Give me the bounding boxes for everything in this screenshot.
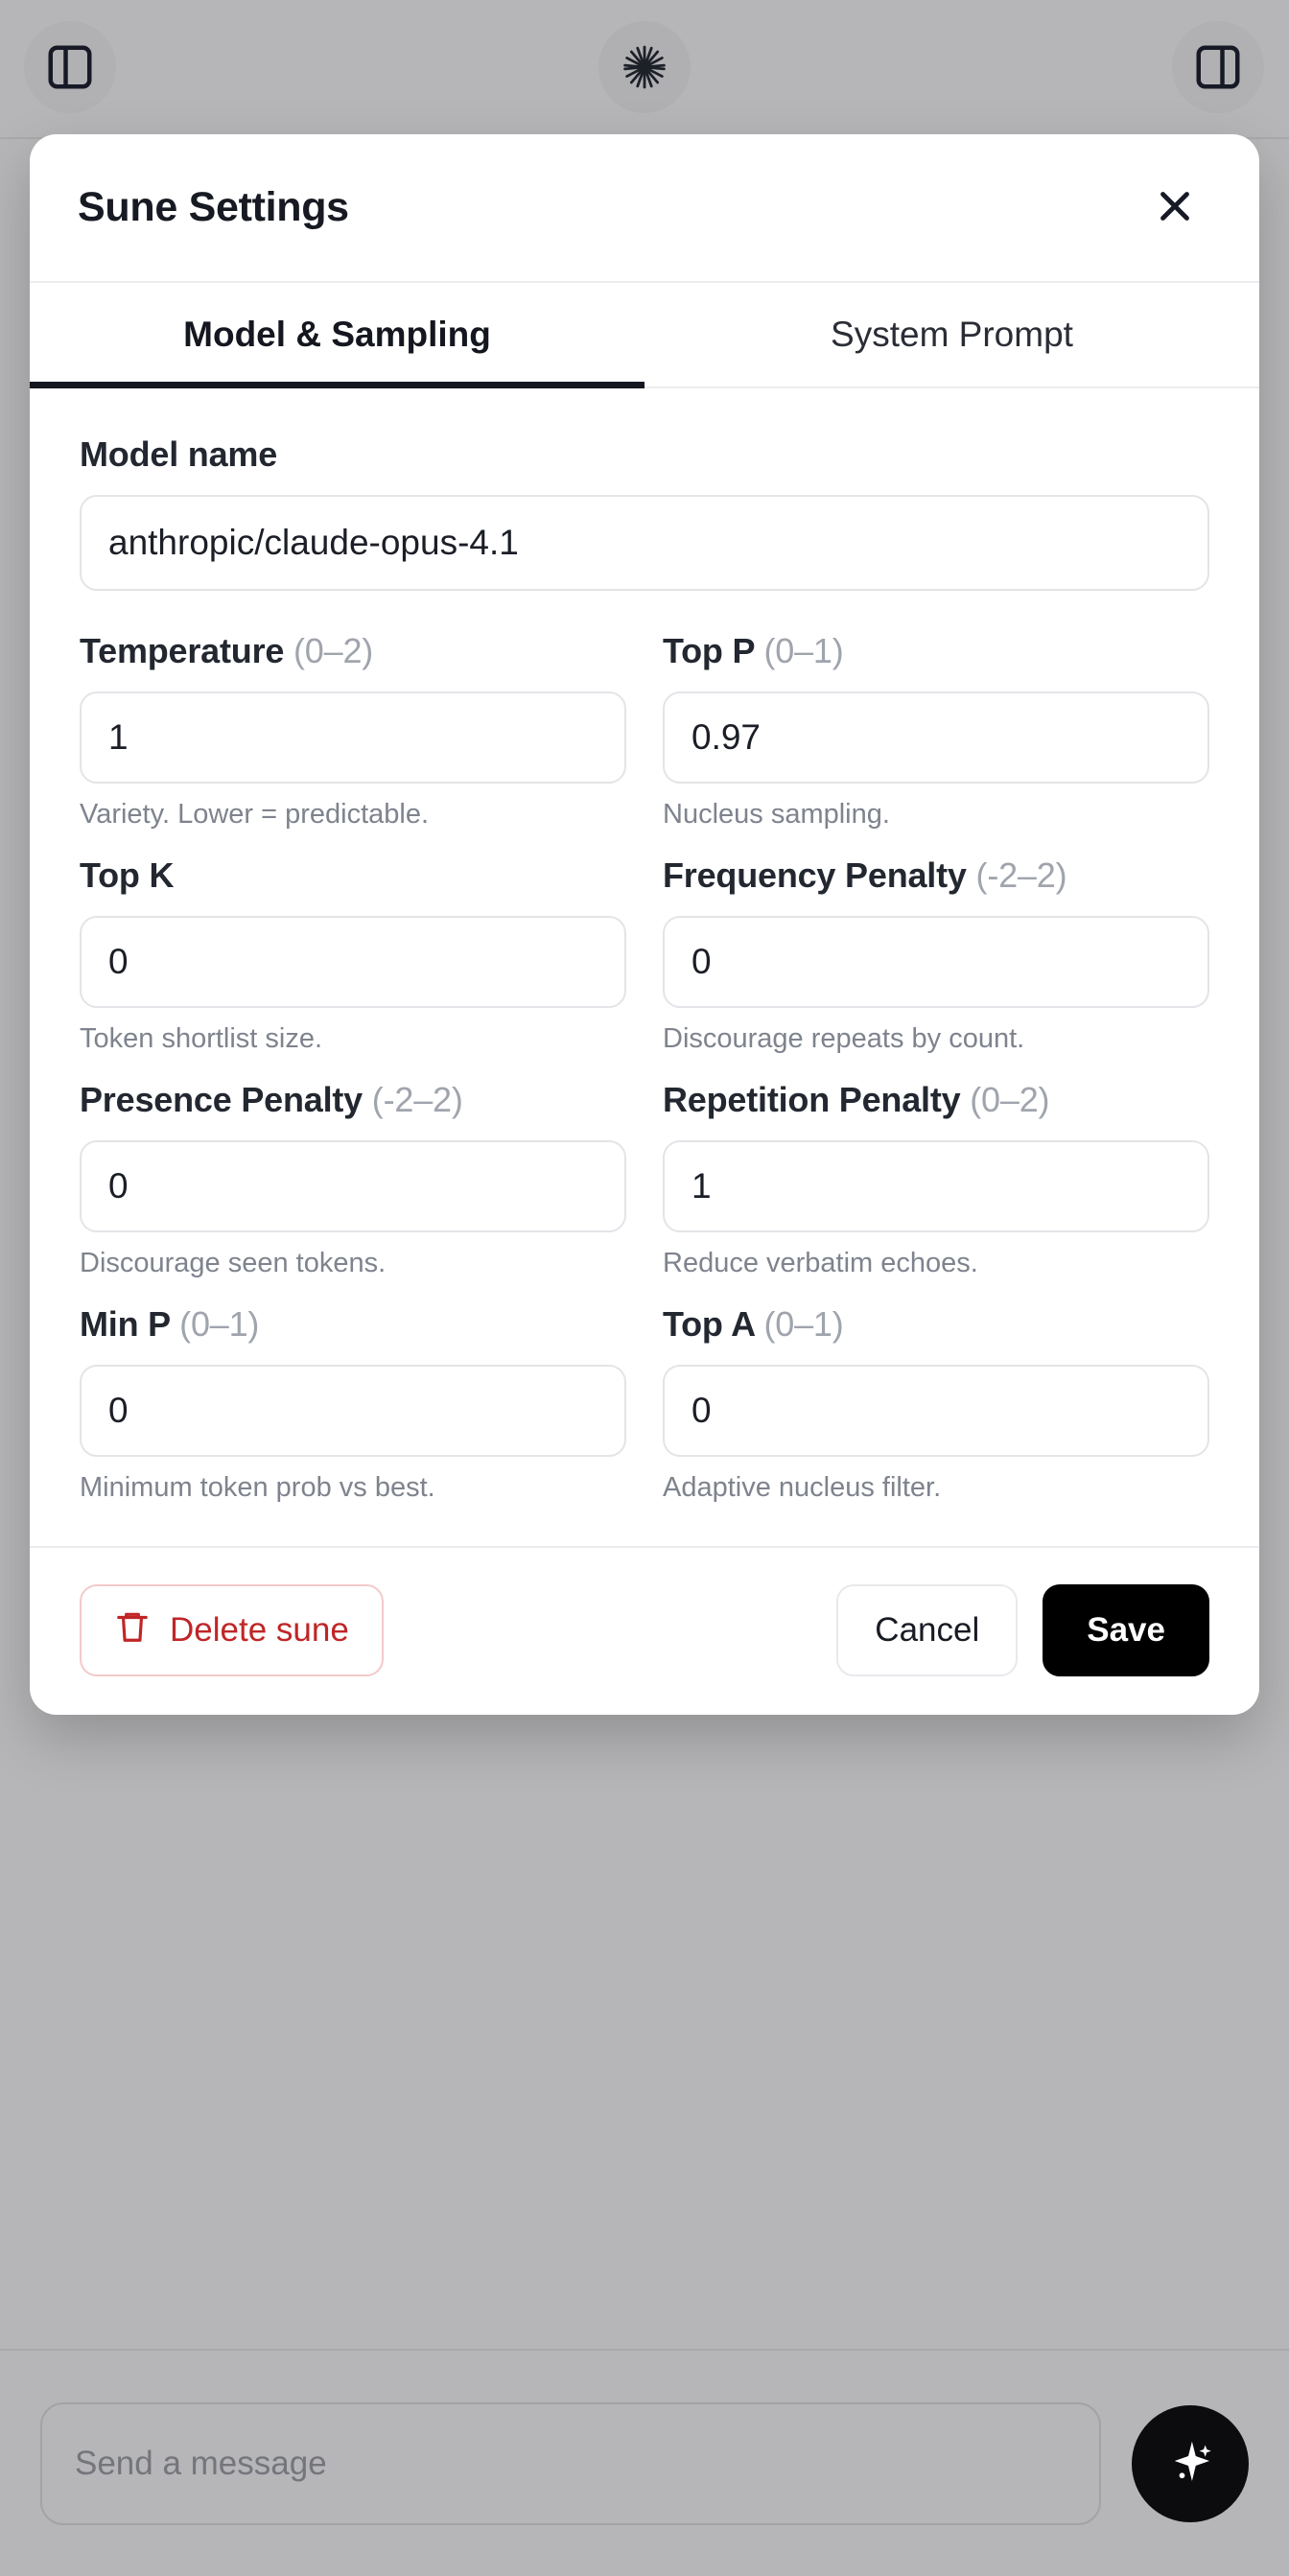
model-name-input[interactable] (80, 495, 1209, 591)
top-bar (0, 0, 1289, 139)
range-hint: (0–2) (970, 1080, 1050, 1119)
field-label-repetition-penalty: Repetition Penalty (0–2) (663, 1080, 1050, 1119)
sune-settings-dialog: Sune Settings Model & Sampling System Pr… (30, 134, 1259, 1715)
field-label-temperature: Temperature (0–2) (80, 631, 374, 670)
save-button[interactable]: Save (1043, 1584, 1209, 1676)
field-helper-min-p: Minimum token prob vs best. (80, 1472, 435, 1503)
page-title: Sune Settings (78, 184, 349, 230)
close-dialog-button[interactable] (1140, 174, 1209, 243)
range-hint: (-2–2) (371, 1080, 463, 1119)
field-helper-presence-penalty: Discourage seen tokens. (80, 1248, 387, 1278)
field-temperature: Temperature (0–2) Variety. Lower = predi… (80, 631, 626, 831)
app-logo-button[interactable] (598, 21, 691, 113)
field-label-frequency-penalty: Frequency Penalty (-2–2) (663, 855, 1067, 895)
cancel-label: Cancel (875, 1611, 980, 1649)
dialog-header: Sune Settings (30, 134, 1259, 283)
panel-right-icon (1192, 41, 1244, 93)
range-hint: (0–2) (293, 631, 374, 670)
field-model-name: Model name (80, 434, 1209, 591)
field-label-top-a: Top A (0–1) (663, 1304, 844, 1344)
temperature-input[interactable] (80, 691, 626, 784)
cancel-button[interactable]: Cancel (836, 1584, 1019, 1676)
sidebar-left-toggle-button[interactable] (24, 21, 116, 113)
range-hint: (0–1) (763, 1304, 844, 1344)
field-label-presence-penalty: Presence Penalty (-2–2) (80, 1080, 463, 1119)
dialog-tabs: Model & Sampling System Prompt (30, 283, 1259, 388)
trash-icon (114, 1608, 151, 1653)
message-composer (0, 2351, 1289, 2576)
field-min-p: Min P (0–1) Minimum token prob vs best. (80, 1304, 626, 1504)
tab-system-prompt[interactable]: System Prompt (644, 283, 1259, 386)
field-helper-top-k: Token shortlist size. (80, 1023, 323, 1054)
presence-penalty-input[interactable] (80, 1140, 626, 1232)
min-p-input[interactable] (80, 1365, 626, 1457)
field-label-min-p: Min P (0–1) (80, 1304, 260, 1344)
field-helper-temperature: Variety. Lower = predictable. (80, 799, 430, 830)
composer-divider (0, 2349, 1289, 2351)
field-presence-penalty: Presence Penalty (-2–2) Discourage seen … (80, 1080, 626, 1279)
param-row: Top K Token shortlist size. Frequency Pe… (80, 855, 1209, 1055)
top-a-input[interactable] (663, 1365, 1209, 1457)
top-p-input[interactable] (663, 691, 1209, 784)
save-label: Save (1087, 1611, 1165, 1649)
field-helper-repetition-penalty: Reduce verbatim echoes. (663, 1248, 978, 1278)
param-row: Min P (0–1) Minimum token prob vs best. … (80, 1304, 1209, 1504)
field-label-top-p: Top P (0–1) (663, 631, 844, 670)
delete-sune-label: Delete sune (170, 1611, 349, 1649)
tab-label: System Prompt (831, 315, 1073, 354)
close-icon (1151, 182, 1199, 233)
repetition-penalty-input[interactable] (663, 1140, 1209, 1232)
footer-actions: Cancel Save (836, 1584, 1209, 1676)
field-top-a: Top A (0–1) Adaptive nucleus filter. (663, 1304, 1209, 1504)
param-row: Presence Penalty (-2–2) Discourage seen … (80, 1080, 1209, 1279)
field-helper-top-p: Nucleus sampling. (663, 799, 890, 830)
param-row: Temperature (0–2) Variety. Lower = predi… (80, 631, 1209, 831)
message-input[interactable] (40, 2401, 1101, 2525)
sidebar-right-toggle-button[interactable] (1172, 21, 1264, 113)
top-k-input[interactable] (80, 916, 626, 1008)
tab-model-and-sampling[interactable]: Model & Sampling (30, 283, 644, 388)
field-repetition-penalty: Repetition Penalty (0–2) Reduce verbatim… (663, 1080, 1209, 1279)
frequency-penalty-input[interactable] (663, 916, 1209, 1008)
sparkle-icon (1161, 2433, 1219, 2494)
field-frequency-penalty: Frequency Penalty (-2–2) Discourage repe… (663, 855, 1209, 1055)
field-label-model-name: Model name (80, 434, 278, 474)
field-helper-frequency-penalty: Discourage repeats by count. (663, 1023, 1025, 1054)
field-helper-top-a: Adaptive nucleus filter. (663, 1472, 942, 1503)
range-hint: (-2–2) (975, 855, 1067, 895)
range-hint: (0–1) (763, 631, 844, 670)
range-hint: (0–1) (179, 1304, 260, 1344)
send-message-button[interactable] (1132, 2404, 1249, 2522)
delete-sune-button[interactable]: Delete sune (80, 1584, 384, 1676)
dialog-body: Model name Temperature (0–2) Variety. Lo… (30, 388, 1259, 1548)
panel-left-icon (44, 41, 96, 93)
field-label-top-k: Top K (80, 855, 175, 895)
field-top-k: Top K Token shortlist size. (80, 855, 626, 1055)
dialog-footer: Delete sune Cancel Save (30, 1548, 1259, 1715)
tab-label: Model & Sampling (183, 315, 491, 354)
field-top-p: Top P (0–1) Nucleus sampling. (663, 631, 1209, 831)
sun-burst-icon (618, 40, 671, 94)
